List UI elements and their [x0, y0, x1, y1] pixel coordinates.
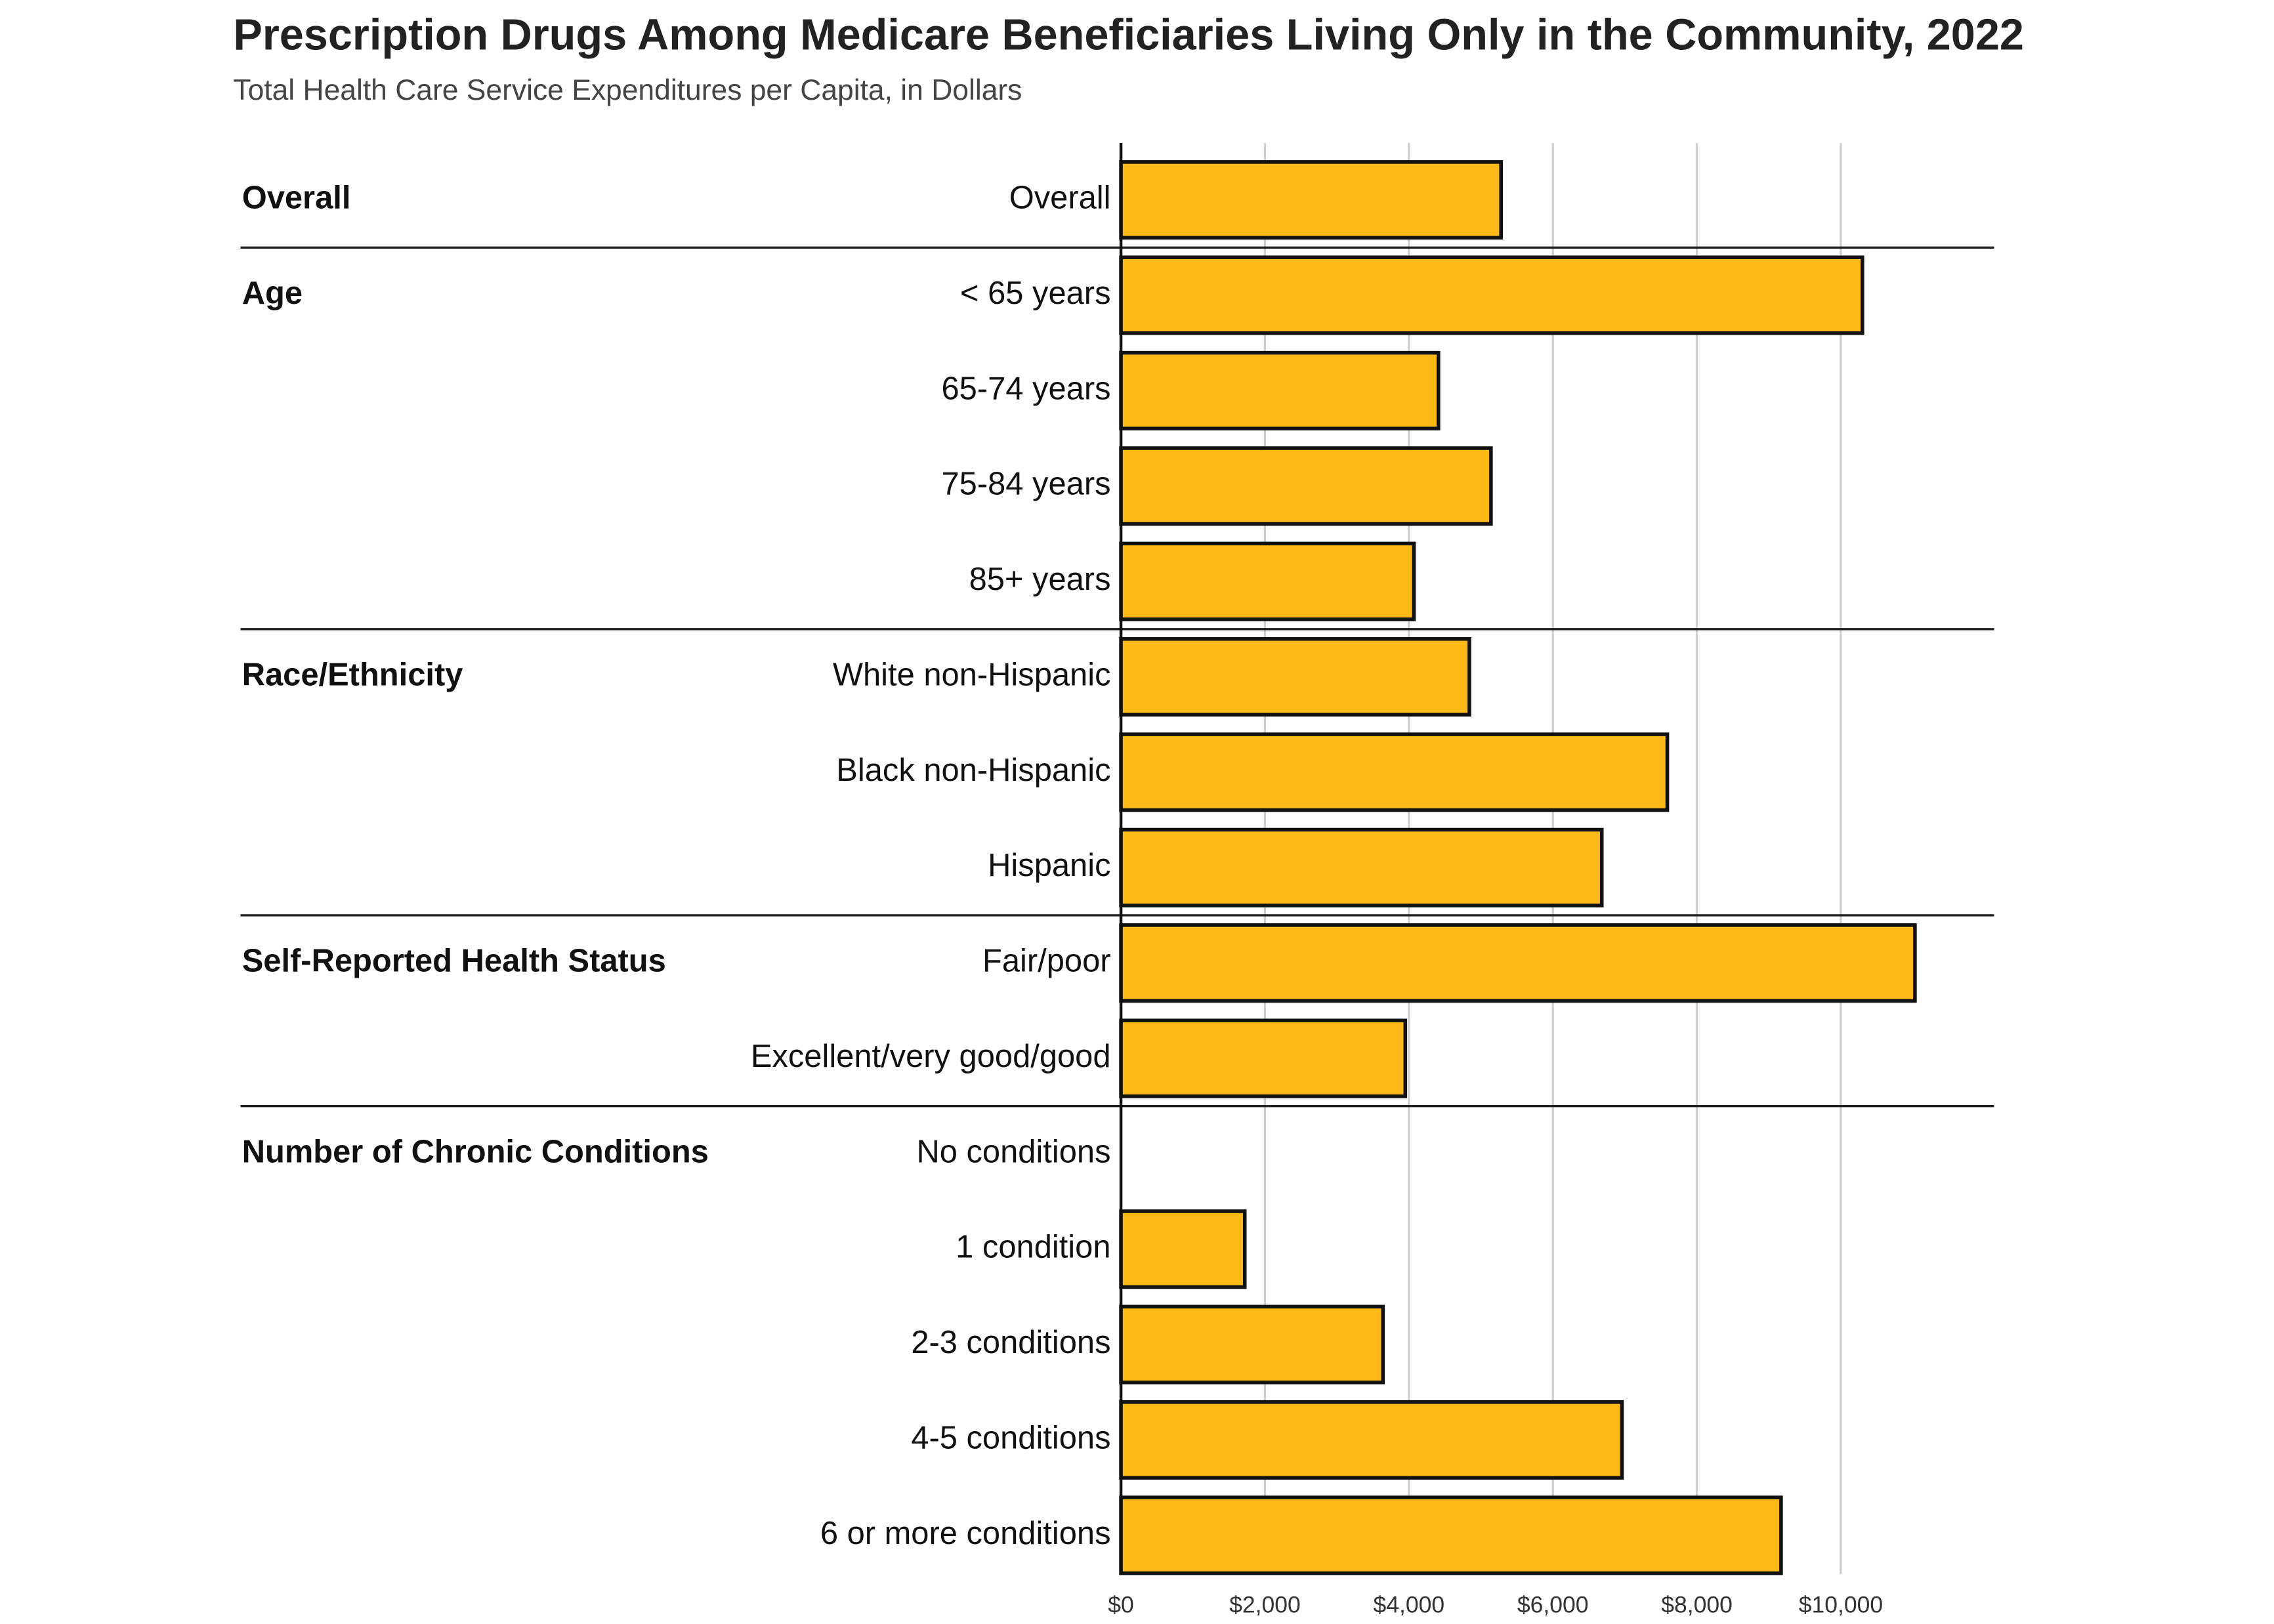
group-label: Race/Ethnicity: [242, 657, 463, 692]
bar: [1119, 1495, 1783, 1575]
bar: [1119, 350, 1441, 430]
bar: [1119, 446, 1493, 526]
category-label: No conditions: [916, 1134, 1110, 1169]
category-label: 6 or more conditions: [820, 1516, 1111, 1551]
group-label: Number of Chronic Conditions: [242, 1134, 709, 1169]
bar: [1119, 636, 1471, 717]
x-tick-label: $6,000: [1517, 1591, 1589, 1617]
category-label: Hispanic: [988, 848, 1110, 883]
bar: [1119, 1018, 1408, 1098]
bar: [1119, 1209, 1247, 1289]
category-label: Overall: [1009, 180, 1111, 216]
category-label: 65-74 years: [942, 371, 1111, 406]
chart-subtitle: Total Health Care Service Expenditures p…: [233, 74, 1022, 106]
category-label: 4-5 conditions: [911, 1420, 1110, 1455]
category-label: 85+ years: [969, 562, 1111, 597]
x-tick-label: $2,000: [1229, 1591, 1301, 1617]
group-label: Age: [242, 276, 303, 311]
group-label: Self-Reported Health Status: [242, 944, 666, 979]
chart-title: Prescription Drugs Among Medicare Benefi…: [233, 11, 2024, 60]
x-tick-label: $10,000: [1799, 1591, 1883, 1617]
x-tick-label: $8,000: [1661, 1591, 1733, 1617]
category-label: 1 condition: [956, 1230, 1110, 1265]
category-label: Excellent/very good/good: [751, 1039, 1111, 1074]
x-tick-label: $4,000: [1373, 1591, 1444, 1617]
category-label: Fair/poor: [982, 944, 1111, 979]
bar: [1119, 923, 1917, 1003]
category-label: 75-84 years: [942, 467, 1111, 502]
bar: [1119, 1304, 1385, 1385]
bar: [1119, 160, 1503, 240]
bar: [1119, 827, 1604, 907]
bar: [1119, 255, 1864, 335]
group-label: Overall: [242, 180, 351, 216]
category-label: Black non-Hispanic: [836, 753, 1110, 788]
bar: [1119, 732, 1670, 812]
category-label: 2-3 conditions: [911, 1325, 1110, 1360]
bar: [1119, 541, 1416, 621]
bar: [1119, 1400, 1624, 1480]
category-label: White non-Hispanic: [833, 657, 1111, 692]
x-tick-label: $0: [1108, 1591, 1134, 1617]
category-label: < 65 years: [960, 276, 1111, 311]
